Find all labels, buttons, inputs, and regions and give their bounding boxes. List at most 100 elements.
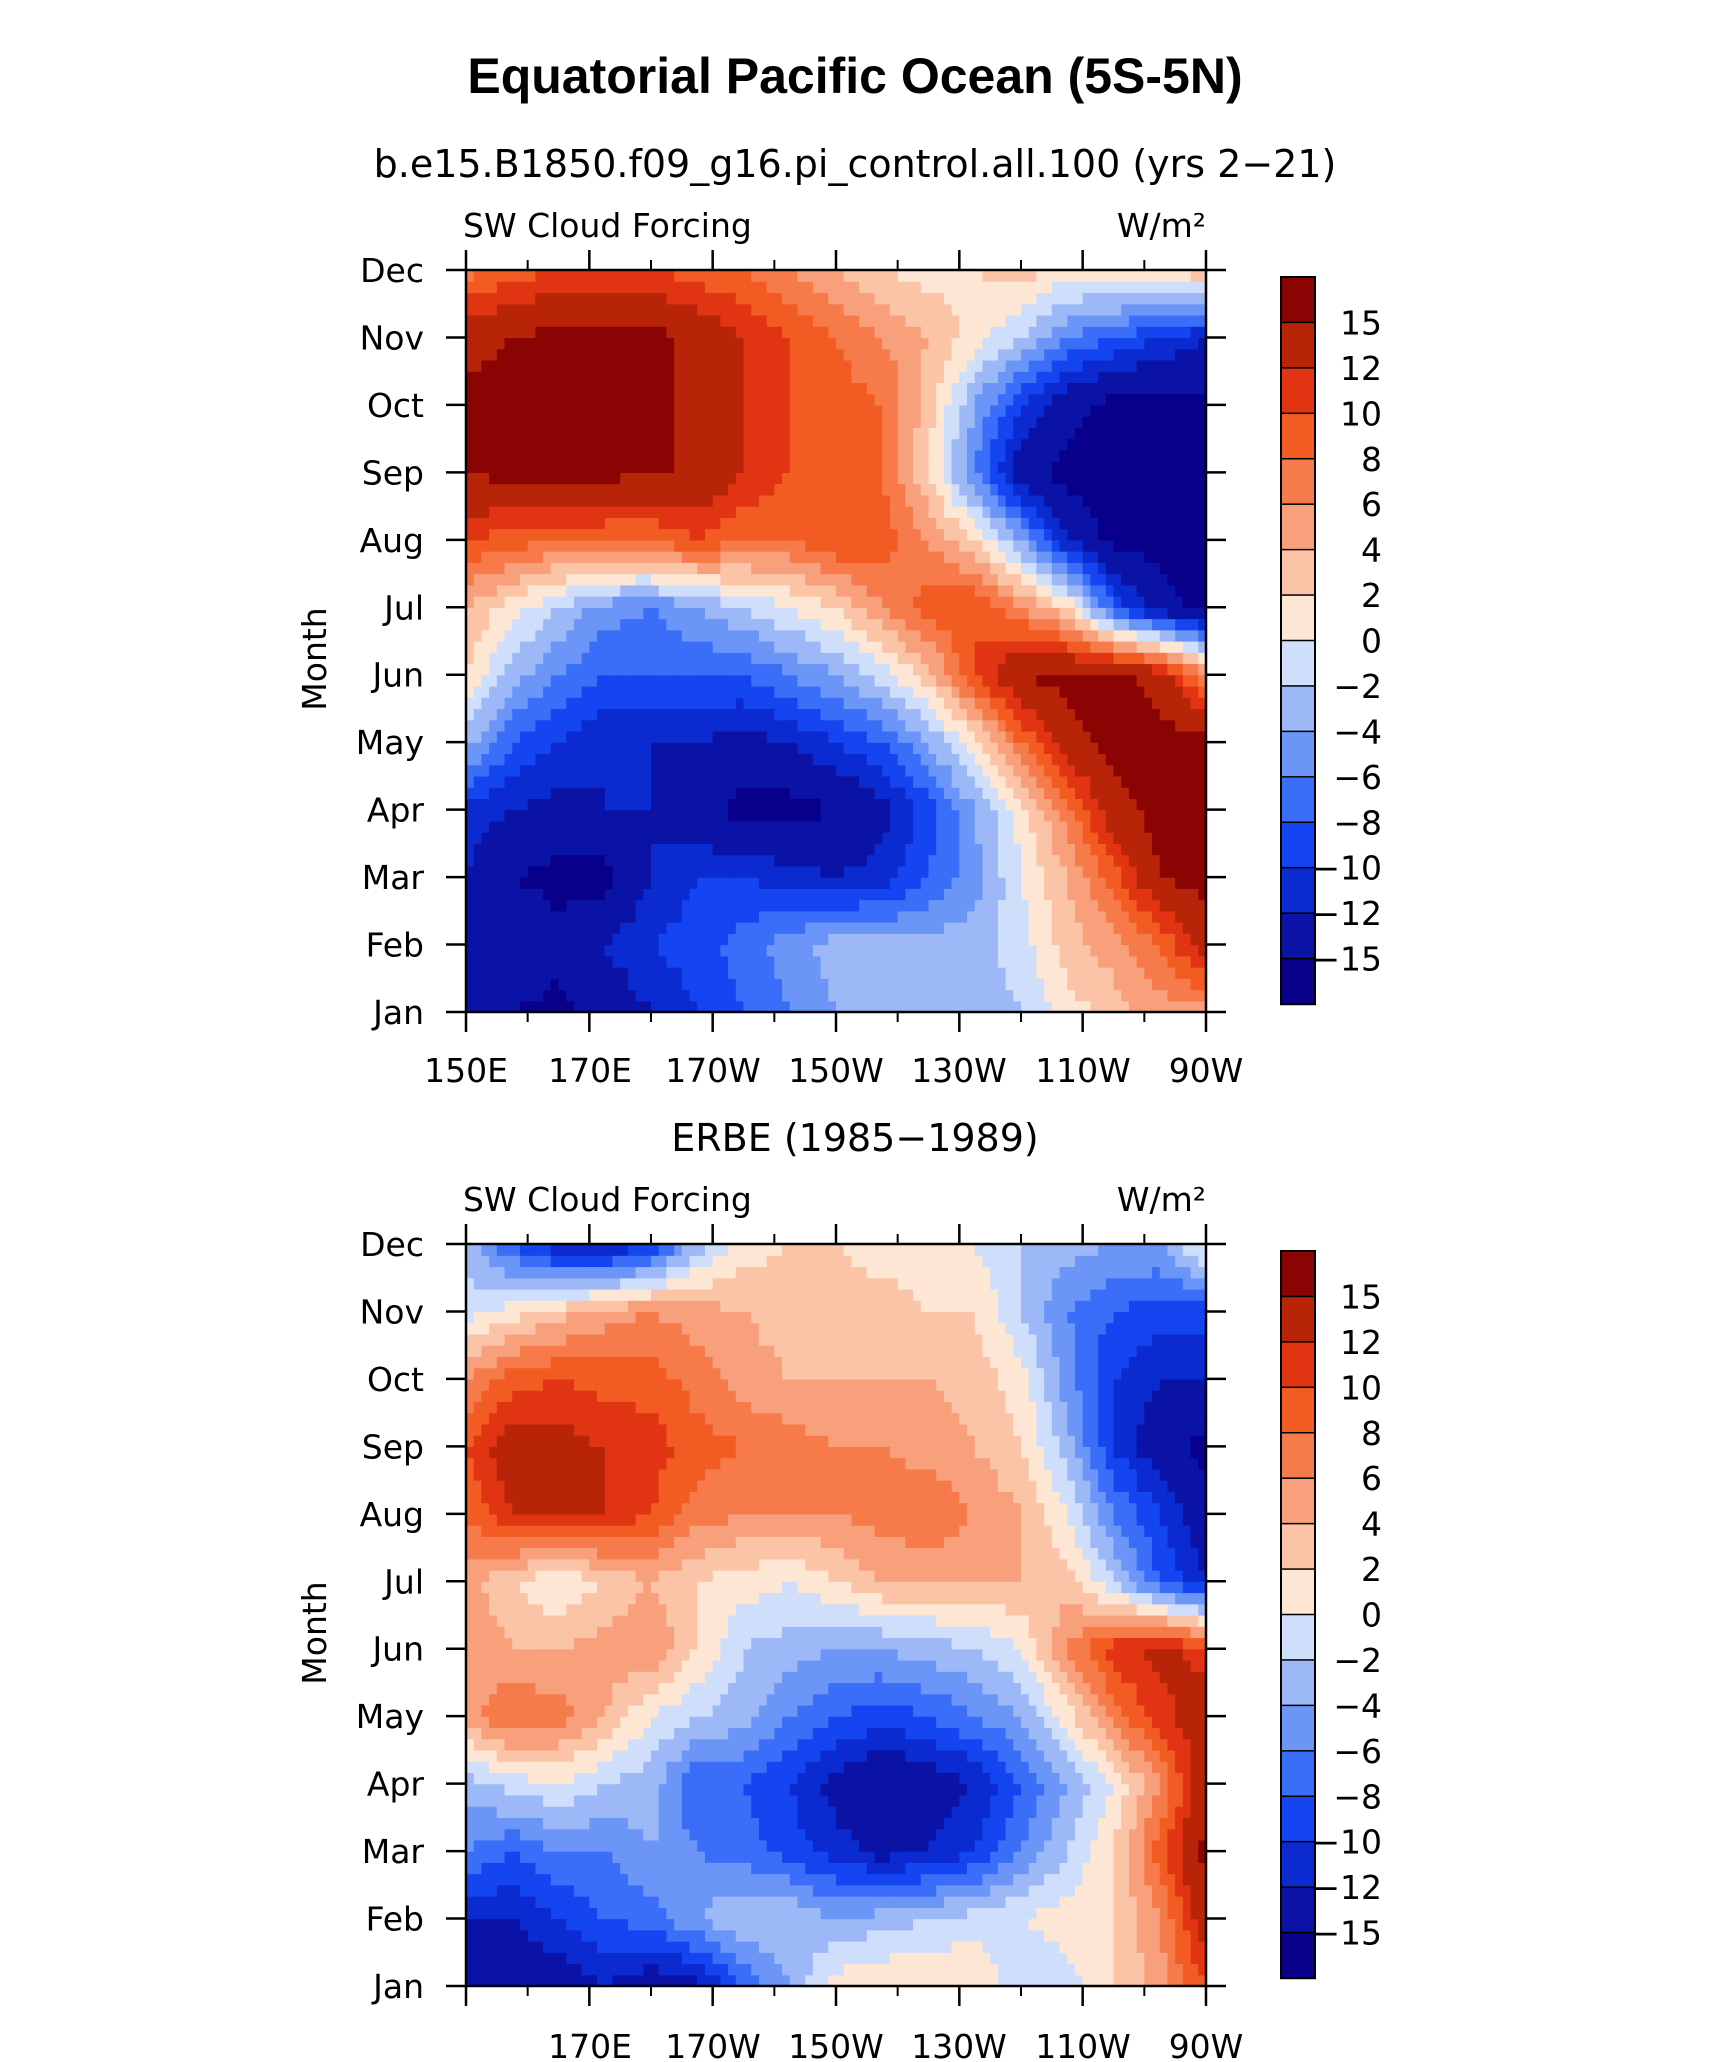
heatmap-cell — [697, 528, 706, 541]
heatmap-cell — [859, 629, 868, 642]
heatmap-cell — [820, 922, 829, 934]
heatmap-cell — [1182, 449, 1192, 462]
heatmap-cell — [1074, 888, 1084, 901]
heatmap-cell — [967, 1000, 976, 1013]
heatmap-cell — [635, 978, 644, 991]
heatmap-cell — [697, 888, 706, 901]
heatmap-cell — [1044, 652, 1053, 665]
heatmap-cell — [951, 989, 960, 1002]
heatmap-cell — [566, 629, 575, 642]
heatmap-cell — [1082, 427, 1091, 440]
heatmap-cell — [1028, 685, 1038, 698]
heatmap-cell — [627, 787, 637, 799]
heatmap-cell — [874, 528, 883, 541]
heatmap-cell — [1067, 820, 1076, 833]
heatmap-cell — [566, 832, 575, 844]
heatmap-cell — [1074, 472, 1084, 485]
heatmap-cell — [905, 438, 914, 451]
heatmap-cell — [543, 787, 552, 799]
heatmap-cell — [1136, 528, 1145, 541]
heatmap-cell — [658, 989, 668, 1002]
heatmap-cell — [1074, 809, 1084, 822]
heatmap-cell — [1074, 697, 1084, 710]
heatmap-cell — [735, 719, 745, 732]
heatmap-cell — [1175, 652, 1184, 665]
heatmap-cell — [566, 955, 575, 968]
heatmap-cell — [943, 877, 953, 889]
heatmap-cell — [1005, 820, 1014, 833]
heatmap-cell — [728, 922, 737, 934]
heatmap-cell — [496, 854, 506, 867]
heatmap-cell — [704, 978, 714, 991]
heatmap-cell — [1152, 506, 1161, 518]
heatmap-cell — [466, 528, 475, 541]
heatmap-cell — [1059, 584, 1068, 597]
heatmap-cell — [1021, 888, 1030, 901]
heatmap-cell — [882, 584, 891, 597]
heatmap-cell — [1152, 483, 1161, 496]
heatmap-cell — [897, 753, 906, 766]
heatmap-cell — [620, 539, 629, 552]
heatmap-cell — [466, 674, 475, 687]
heatmap-cell — [558, 652, 567, 665]
heatmap-cell — [990, 517, 999, 530]
heatmap-cell — [581, 899, 590, 912]
heatmap-cell — [889, 663, 899, 676]
heatmap-cell — [627, 494, 637, 507]
heatmap-cell — [658, 472, 668, 485]
heatmap-cell — [882, 427, 891, 440]
heatmap-cell — [1028, 438, 1038, 451]
heatmap-cell — [889, 832, 899, 844]
heatmap-cell — [805, 607, 814, 620]
heatmap-cell — [704, 618, 714, 631]
heatmap-cell — [1059, 742, 1068, 755]
heatmap-cell — [974, 933, 984, 946]
heatmap-cell — [1190, 787, 1199, 799]
heatmap-cell — [743, 888, 752, 901]
heatmap-cell — [1152, 573, 1161, 586]
heatmap-cell — [982, 483, 991, 496]
heatmap-cell — [820, 607, 829, 620]
heatmap-cell — [1167, 809, 1176, 822]
heatmap-cell — [597, 775, 606, 788]
heatmap-cell — [689, 888, 698, 901]
heatmap-cell — [651, 820, 660, 833]
heatmap-cell — [627, 629, 637, 642]
heatmap-cell — [543, 562, 552, 575]
heatmap-cell — [589, 933, 598, 946]
heatmap-cell — [704, 955, 714, 968]
heatmap-cell — [1051, 539, 1061, 552]
heatmap-cell — [1051, 764, 1061, 777]
heatmap-cell — [519, 899, 529, 912]
heatmap-cell — [974, 472, 984, 485]
heatmap-cell — [1051, 708, 1061, 721]
heatmap-cell — [928, 922, 937, 934]
heatmap-cell — [620, 787, 629, 799]
heatmap-cell — [1067, 607, 1076, 620]
heatmap-cell — [496, 787, 506, 799]
heatmap-cell — [519, 517, 529, 530]
heatmap-cell — [519, 978, 529, 991]
heatmap-cell — [828, 427, 837, 440]
heatmap-cell — [967, 933, 976, 946]
heatmap-cell — [651, 955, 660, 968]
heatmap-cell — [1036, 978, 1045, 991]
heatmap-cell — [735, 922, 745, 934]
heatmap-cell — [1013, 685, 1022, 698]
heatmap-cell — [666, 629, 675, 642]
heatmap-cell — [936, 820, 945, 833]
heatmap-cell — [943, 427, 953, 440]
heatmap-cell — [951, 517, 960, 530]
heatmap-cell — [920, 629, 930, 642]
heatmap-cell — [1028, 775, 1038, 788]
heatmap-cell — [473, 584, 483, 597]
heatmap-cell — [566, 809, 575, 822]
heatmap-cell — [1159, 697, 1169, 710]
heatmap-cell — [766, 843, 775, 856]
heatmap-cell — [866, 1000, 876, 1013]
heatmap-cell — [566, 910, 575, 923]
heatmap-cell — [990, 539, 999, 552]
heatmap-cell — [751, 820, 760, 833]
heatmap-cell — [1005, 989, 1014, 1002]
heatmap-cell — [812, 506, 822, 518]
